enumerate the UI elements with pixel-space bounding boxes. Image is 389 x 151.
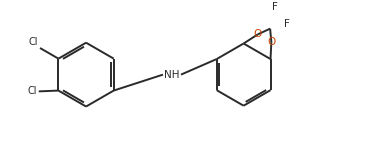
- Text: F: F: [284, 19, 290, 29]
- Text: Cl: Cl: [29, 37, 39, 47]
- Text: NH: NH: [164, 70, 180, 80]
- Text: O: O: [267, 37, 275, 47]
- Text: Cl: Cl: [28, 86, 37, 96]
- Text: O: O: [254, 29, 262, 39]
- Text: F: F: [272, 2, 277, 11]
